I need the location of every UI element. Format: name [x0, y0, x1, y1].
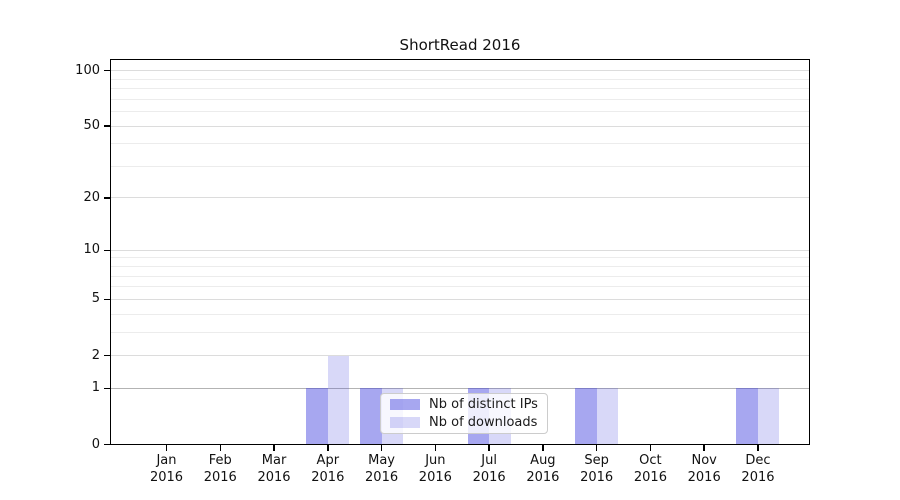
- major-gridline: [110, 249, 810, 251]
- legend-swatch-downloads: [390, 417, 420, 428]
- chart-title: ShortRead 2016: [399, 36, 521, 54]
- x-tick-label-jul: Jul 2016: [472, 452, 506, 485]
- y-tick-mark: [104, 443, 110, 446]
- major-gridline: [110, 298, 810, 300]
- y-tick-mark: [104, 249, 110, 252]
- x-tick-mark: [542, 444, 544, 451]
- y-tick-label: 20: [83, 189, 100, 205]
- minor-gridline: [110, 143, 810, 145]
- major-gridline: [110, 125, 810, 127]
- x-tick-label-may: May 2016: [365, 452, 399, 485]
- x-tick-mark: [595, 444, 598, 451]
- x-tick-label-feb: Feb 2016: [203, 452, 237, 485]
- x-tick-mark: [703, 444, 705, 451]
- legend: Nb of distinct IPs Nb of downloads: [380, 393, 548, 434]
- legend-label-downloads: Nb of downloads: [429, 415, 538, 430]
- minor-gridline: [110, 313, 810, 315]
- y-tick-label: 10: [83, 242, 100, 258]
- bar-distinct-ips-sep: [575, 388, 597, 445]
- x-tick-label-nov: Nov 2016: [687, 452, 721, 485]
- minor-gridline: [110, 98, 810, 100]
- legend-row-distinct-ips: Nb of distinct IPs: [390, 397, 538, 412]
- minor-gridline: [110, 286, 810, 288]
- x-tick-label-mar: Mar 2016: [257, 452, 291, 485]
- minor-gridline: [110, 266, 810, 268]
- x-tick-mark: [219, 444, 222, 451]
- bar-downloads-dec: [757, 388, 780, 445]
- legend-swatch-distinct-ips: [390, 399, 420, 410]
- x-tick-mark: [327, 444, 329, 451]
- x-tick-mark: [380, 444, 383, 451]
- x-tick-label-sep: Sep 2016: [580, 452, 614, 485]
- minor-gridline: [110, 111, 810, 113]
- minor-gridline: [110, 275, 810, 277]
- x-tick-label-jan: Jan 2016: [149, 452, 184, 485]
- x-tick-label-aug: Aug 2016: [526, 452, 560, 485]
- minor-gridline: [110, 165, 810, 167]
- y-tick-label: 1: [91, 380, 100, 396]
- x-tick-mark: [649, 444, 652, 451]
- bar-distinct-ips-may: [360, 388, 382, 445]
- y-tick-mark: [104, 197, 110, 199]
- bar-downloads-apr: [327, 355, 350, 445]
- y-tick-mark: [104, 69, 110, 72]
- major-gridline: [110, 197, 810, 199]
- x-tick-label-jun: Jun 2016: [418, 452, 452, 485]
- y-tick-mark: [104, 298, 110, 301]
- x-tick-mark: [757, 444, 759, 451]
- emphasis-gridline: [110, 387, 810, 389]
- major-gridline: [110, 70, 810, 72]
- x-tick-mark: [488, 444, 490, 451]
- major-gridline: [110, 355, 810, 356]
- y-tick-mark: [104, 354, 110, 357]
- x-tick-label-oct: Oct 2016: [633, 452, 667, 485]
- x-tick-mark: [165, 444, 168, 451]
- x-tick-mark: [273, 444, 275, 451]
- y-tick-label: 100: [75, 62, 100, 78]
- legend-row-downloads: Nb of downloads: [390, 415, 538, 430]
- y-tick-mark: [104, 387, 110, 390]
- x-tick-mark: [434, 444, 437, 451]
- y-tick-label: 50: [83, 118, 100, 134]
- plot-border: [110, 59, 810, 445]
- bar-distinct-ips-apr: [306, 388, 328, 445]
- minor-gridline: [110, 257, 810, 259]
- y-tick-mark: [104, 125, 110, 127]
- minor-gridline: [110, 88, 810, 90]
- x-tick-label-apr: Apr 2016: [311, 452, 345, 485]
- y-tick-label: 5: [91, 291, 100, 307]
- legend-label-distinct-ips: Nb of distinct IPs: [429, 397, 538, 412]
- bar-distinct-ips-dec: [736, 388, 758, 445]
- y-tick-label: 2: [91, 347, 100, 363]
- y-tick-label: 0: [91, 436, 100, 452]
- x-tick-label-dec: Dec 2016: [741, 452, 775, 485]
- minor-gridline: [110, 78, 810, 80]
- bar-downloads-sep: [596, 388, 619, 445]
- minor-gridline: [110, 331, 810, 333]
